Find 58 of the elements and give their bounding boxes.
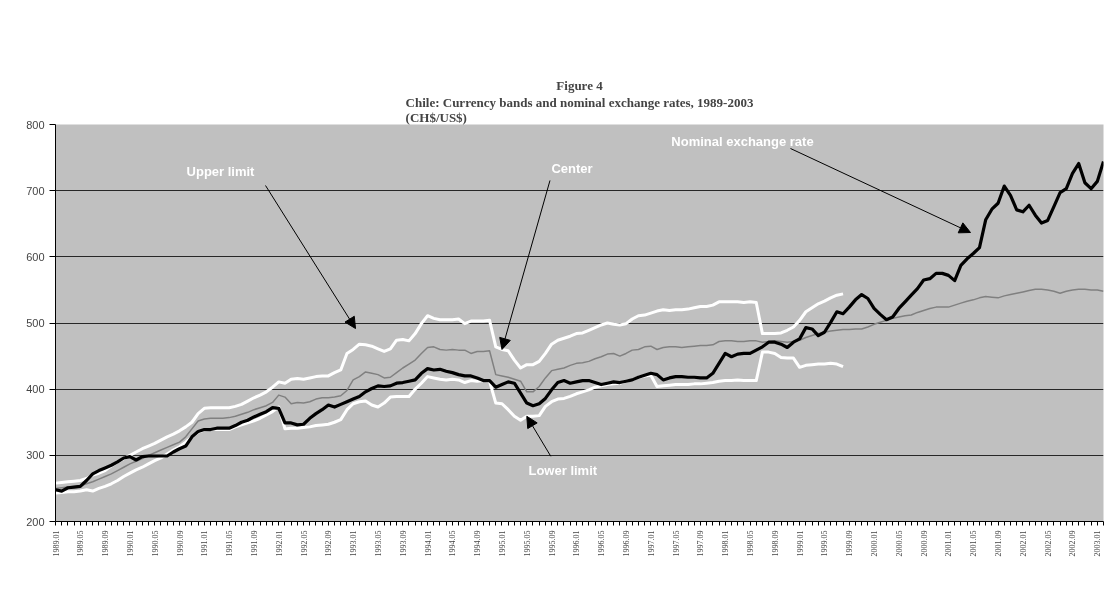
x-tick-label: 1989.09 [101, 530, 111, 557]
x-tick-label: 2002.01 [1018, 530, 1028, 557]
x-tick-label: 1996.01 [572, 530, 582, 557]
x-tick-label: 1993.01 [349, 530, 359, 557]
annotation: Upper limit [186, 164, 256, 179]
y-tick-label: 700 [26, 184, 45, 197]
x-tick-label: 1997.01 [646, 530, 656, 557]
y-tick-label: 600 [26, 250, 45, 263]
x-tick-label: 1994.09 [473, 530, 483, 557]
x-tick-label: 1994.01 [423, 530, 433, 557]
chart-subtitle: Chile: Currency bands and nominal exchange rates, 1989-2003 (CH$/US$) [405, 94, 754, 125]
annotation: Lower limit [528, 462, 598, 478]
x-tick-label: 1996.09 [622, 530, 632, 557]
annotation: Nominal exchange rate [671, 134, 814, 149]
x-tick-label: 1990.09 [175, 530, 185, 557]
x-tick-label: 2001.01 [944, 530, 954, 557]
x-tick-label: 1991.01 [200, 530, 210, 557]
chart-title: Figure 4 [556, 77, 604, 93]
x-tick-label: 1996.05 [597, 530, 607, 557]
x-tick-label: 1992.01 [274, 530, 284, 557]
x-tick-label: 2000.01 [870, 530, 880, 557]
x-tick-label: 1995.09 [547, 530, 557, 557]
x-tick-label: 1999.05 [820, 530, 830, 557]
y-tick-label: 300 [26, 449, 45, 462]
x-tick-label: 2002.09 [1068, 530, 1078, 557]
y-tick-label: 200 [26, 515, 45, 528]
x-tick-label: 1992.09 [324, 530, 334, 557]
x-tick-label: 1990.05 [150, 530, 160, 557]
line-series [55, 288, 1104, 490]
x-tick-label: 1992.05 [299, 530, 309, 557]
x-tick-label: 2000.09 [919, 530, 929, 557]
x-tick-label: 2001.05 [969, 530, 979, 557]
annotation: Center [551, 160, 593, 176]
x-tick-label: 1993.05 [373, 530, 383, 557]
x-tick-label: 1998.05 [746, 530, 756, 557]
y-tick-label: 800 [26, 118, 45, 131]
x-tick-label: 2003.01 [1093, 530, 1103, 557]
x-tick-label: 1989.05 [76, 530, 86, 557]
x-tick-label: 1998.01 [721, 530, 731, 557]
x-tick-label: 1991.09 [249, 530, 259, 557]
x-tick-label: 1997.09 [696, 530, 706, 557]
y-tick-label: 400 [26, 383, 45, 396]
x-tick-label: 1989.01 [51, 530, 61, 557]
x-tick-label: 1994.05 [448, 530, 458, 557]
x-tick-label: 1995.05 [522, 530, 532, 557]
x-tick-label: 1999.01 [795, 530, 805, 557]
x-tick-label: 1998.09 [770, 530, 780, 557]
x-tick-label: 1990.01 [125, 530, 135, 557]
x-tick-label: 1999.09 [845, 530, 855, 557]
x-tick-label: 1995.01 [497, 530, 507, 557]
x-tick-label: 2001.09 [994, 530, 1004, 557]
y-tick-label: 500 [26, 317, 45, 329]
x-tick-label: 1993.09 [398, 530, 408, 557]
x-tick-label: 2002.05 [1043, 530, 1053, 557]
x-tick-label: 1991.05 [225, 530, 235, 557]
x-tick-label: 2000.05 [894, 530, 904, 557]
x-tick-label: 1997.05 [671, 530, 681, 557]
line-series [55, 292, 845, 485]
